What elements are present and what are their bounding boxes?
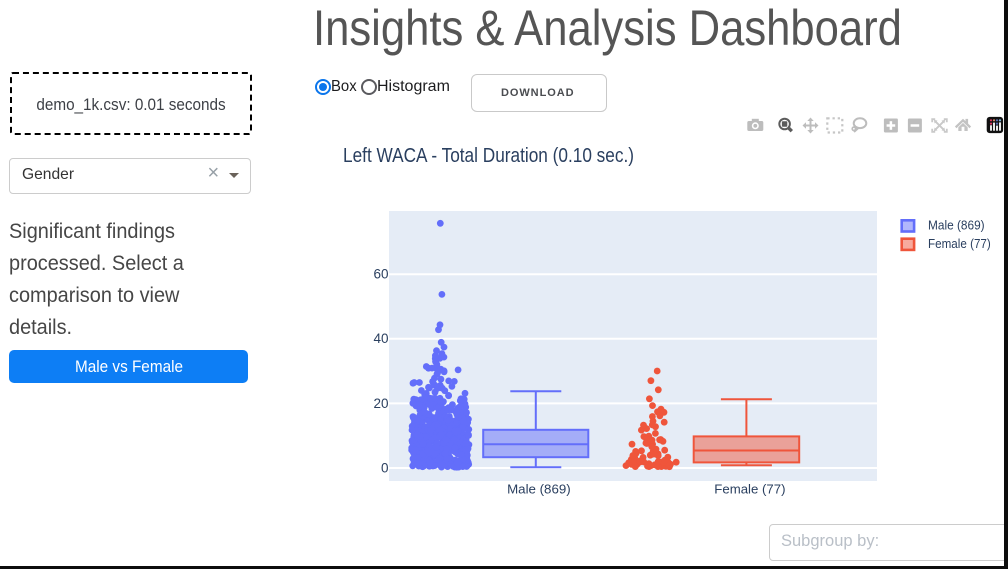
svg-text:Left WACA - Total Duration (0.: Left WACA - Total Duration (0.10 sec.) <box>343 145 634 167</box>
svg-text:60: 60 <box>373 267 388 282</box>
svg-text:0: 0 <box>381 460 389 475</box>
svg-text:Female (77): Female (77) <box>928 237 991 251</box>
svg-text:Male (869): Male (869) <box>507 482 571 497</box>
svg-text:Female (77): Female (77) <box>714 482 785 497</box>
svg-text:Male (869): Male (869) <box>928 218 985 232</box>
svg-text:40: 40 <box>373 331 388 346</box>
svg-text:20: 20 <box>373 396 388 411</box>
